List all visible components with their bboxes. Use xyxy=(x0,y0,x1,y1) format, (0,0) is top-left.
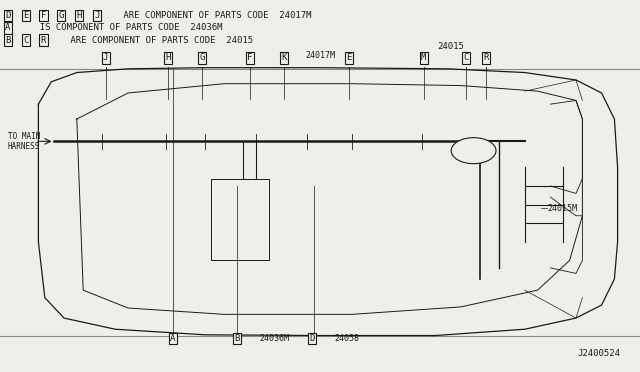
Text: C: C xyxy=(23,36,28,45)
Text: TO MAIN
HARNESS: TO MAIN HARNESS xyxy=(8,132,40,151)
Text: J2400524: J2400524 xyxy=(578,349,621,358)
Text: ARE COMPONENT OF PARTS CODE  24015: ARE COMPONENT OF PARTS CODE 24015 xyxy=(65,36,253,45)
Text: E: E xyxy=(346,53,351,62)
Text: 24015: 24015 xyxy=(438,42,465,51)
Text: D: D xyxy=(5,11,10,20)
Text: M: M xyxy=(421,53,426,62)
Text: B: B xyxy=(234,334,239,343)
Text: ARE COMPONENT OF PARTS CODE  24017M: ARE COMPONENT OF PARTS CODE 24017M xyxy=(118,11,312,20)
Text: 24017M: 24017M xyxy=(306,51,336,60)
Text: 24036M: 24036M xyxy=(259,334,289,343)
Text: R: R xyxy=(484,53,489,62)
Text: B: B xyxy=(5,36,10,45)
Text: A: A xyxy=(170,334,175,343)
Text: R: R xyxy=(41,36,46,45)
Text: D: D xyxy=(310,334,315,343)
Text: K: K xyxy=(282,53,287,62)
Text: 24015M: 24015M xyxy=(547,204,577,213)
Text: H: H xyxy=(77,11,82,20)
Text: H: H xyxy=(165,53,170,62)
Text: F: F xyxy=(247,53,252,62)
Text: F: F xyxy=(41,11,46,20)
Text: G: G xyxy=(200,53,205,62)
Text: J: J xyxy=(103,53,108,62)
Circle shape xyxy=(451,138,496,164)
Text: J: J xyxy=(95,11,100,20)
Text: E: E xyxy=(23,11,28,20)
Text: G: G xyxy=(59,11,64,20)
Text: IS COMPONENT OF PARTS CODE  24036M: IS COMPONENT OF PARTS CODE 24036M xyxy=(29,23,222,32)
Text: C: C xyxy=(463,53,468,62)
Text: A: A xyxy=(5,23,10,32)
Text: 24058: 24058 xyxy=(335,334,360,343)
